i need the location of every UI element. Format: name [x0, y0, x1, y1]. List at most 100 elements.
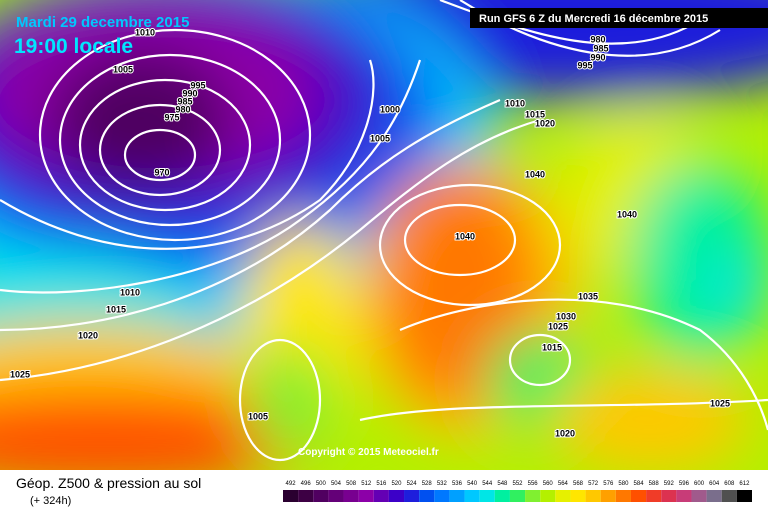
isobar-label: 1040 — [455, 231, 475, 241]
scale-swatch — [600, 490, 616, 502]
time-label: 19:00 locale — [14, 35, 133, 58]
isobar-label: 1010 — [505, 98, 525, 108]
scale-swatch — [676, 490, 692, 502]
isobar-label: 995 — [577, 60, 592, 70]
run-banner — [470, 8, 768, 28]
scale-swatch — [509, 490, 526, 502]
scale-label: 540 — [467, 481, 478, 487]
scale-label: 500 — [316, 481, 327, 487]
scale-swatch — [570, 490, 586, 502]
isobar-label: 980 — [175, 104, 190, 114]
scale-swatch — [328, 490, 344, 502]
isobar-label: 1020 — [555, 428, 575, 438]
scale-swatch — [691, 490, 707, 502]
scale-label: 612 — [739, 481, 750, 487]
scale-swatch — [736, 490, 752, 502]
scale-label: 508 — [346, 481, 357, 487]
scale-swatch — [298, 490, 314, 502]
scale-swatch — [419, 490, 435, 502]
scale-label: 556 — [528, 481, 539, 487]
scale-label: 504 — [331, 481, 342, 487]
color-scale: 492 496 500 504 508 512 516 520 524 528 532 536 540 5… — [283, 481, 752, 502]
scale-swatch — [434, 490, 450, 502]
scale-swatch — [373, 490, 389, 502]
scale-label: 532 — [437, 481, 448, 487]
map-field: 1010100599599098598097597010001005101010… — [0, 0, 768, 470]
scale-label: 576 — [603, 481, 614, 487]
isobar-label: 1005 — [248, 411, 268, 421]
isobar-label: 985 — [593, 43, 608, 53]
scale-label: 580 — [618, 481, 629, 487]
footer-lead: (+ 324h) — [30, 495, 71, 507]
scale-swatch — [388, 490, 405, 502]
isobar-label: 990 — [182, 88, 197, 98]
isobar-label: 1015 — [525, 109, 545, 119]
scale-label: 604 — [709, 481, 720, 487]
scale-label: 516 — [376, 481, 387, 487]
date-label: Mardi 29 decembre 2015 — [16, 14, 189, 31]
scale-swatch — [615, 490, 631, 502]
scale-label: 608 — [724, 481, 735, 487]
scale-label: 536 — [452, 481, 463, 487]
scale-swatch — [661, 490, 677, 502]
isobar-label: 1005 — [113, 64, 133, 74]
scale-label: 492 — [286, 481, 297, 487]
scale-swatch — [358, 490, 374, 502]
scale-swatch — [449, 490, 465, 502]
scale-label: 584 — [634, 481, 645, 487]
scale-swatch — [479, 490, 495, 502]
footer-title: Géop. Z500 & pression au sol — [16, 475, 201, 491]
scale-swatch — [525, 490, 541, 502]
scale-swatch — [721, 490, 737, 502]
scale-swatch — [313, 490, 329, 502]
isobar-label: 1025 — [710, 398, 730, 408]
isobar-label: 980 — [590, 34, 605, 44]
isobar-label: 970 — [154, 167, 169, 177]
isobar-label: 1015 — [542, 342, 562, 352]
scale-label: 592 — [664, 481, 675, 487]
isobar-label: 990 — [590, 52, 605, 62]
scale-swatch — [555, 490, 571, 502]
scale-label: 568 — [573, 481, 584, 487]
isobar-label: 975 — [164, 112, 179, 122]
scale-label: 496 — [301, 481, 312, 487]
isobar-label: 1040 — [617, 209, 637, 219]
scale-label: 524 — [407, 481, 418, 487]
scale-swatch — [283, 490, 299, 502]
scale-swatch — [494, 490, 510, 502]
isobar-label: 1010 — [135, 27, 155, 37]
copyright: Copyright © 2015 Meteociel.fr — [298, 447, 439, 458]
isobar-label: 1035 — [578, 291, 598, 301]
isobar-label: 1040 — [525, 169, 545, 179]
isobar-label: 1030 — [556, 311, 576, 321]
isobar-label: 1020 — [78, 330, 98, 340]
scale-label: 572 — [588, 481, 599, 487]
scale-label: 596 — [679, 481, 690, 487]
scale-label: 520 — [391, 481, 402, 487]
scale-swatch — [646, 490, 662, 502]
scale-label: 548 — [497, 481, 508, 487]
scale-swatch — [404, 490, 420, 502]
isobar-label: 1010 — [120, 287, 140, 297]
isobar-label: 1025 — [10, 369, 30, 379]
isobar-label: 1020 — [535, 118, 555, 128]
isobar-label: 1005 — [370, 133, 390, 143]
scale-label: 564 — [558, 481, 569, 487]
scale-label: 544 — [482, 481, 493, 487]
scale-swatch — [343, 490, 359, 502]
scale-label: 512 — [361, 481, 372, 487]
scale-label: 528 — [422, 481, 433, 487]
run-info: Run GFS 6 Z du Mercredi 16 décembre 2015 — [479, 13, 708, 25]
scale-label: 588 — [649, 481, 660, 487]
isobar-label: 985 — [177, 96, 192, 106]
isobar-label: 1000 — [380, 104, 400, 114]
isobar-label: 1025 — [548, 321, 568, 331]
scale-label: 560 — [543, 481, 554, 487]
scale-label: 552 — [512, 481, 523, 487]
scale-swatch — [464, 490, 480, 502]
isobar-label: 1015 — [106, 304, 126, 314]
scale-swatch — [540, 490, 556, 502]
scale-swatch — [585, 490, 601, 502]
isobar-label: 995 — [190, 80, 205, 90]
